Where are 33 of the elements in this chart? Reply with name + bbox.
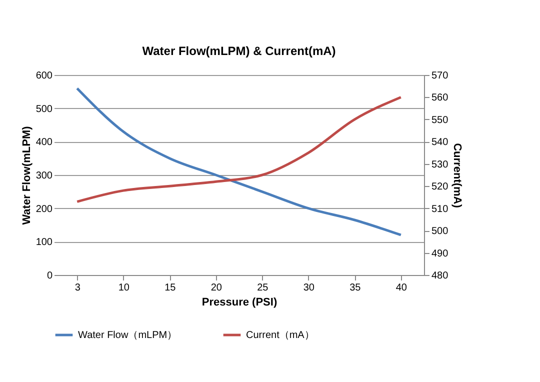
x-tick-label: 10: [118, 282, 130, 294]
y-tick-label: 200: [36, 204, 53, 215]
y2-axis-title: Current(mA): [451, 143, 464, 208]
x-tick-label: 40: [396, 282, 408, 294]
y2-tick-label: 550: [432, 114, 449, 126]
y-tick-label: 400: [36, 137, 53, 148]
y-tick-label: 100: [36, 237, 53, 248]
y2-tick-label: 570: [432, 70, 449, 82]
line-series: [76, 87, 402, 236]
y2-tick-label: 540: [432, 137, 449, 148]
x-tick-label: 15: [164, 282, 176, 294]
y-tick-label: 300: [36, 170, 53, 182]
x-tick-label: 3: [74, 282, 81, 294]
chart-title: Water Flow(mLPM) & Current(mA): [142, 44, 336, 58]
x-tick-label: 20: [210, 282, 222, 294]
y2-tick-label: 500: [432, 226, 449, 238]
y2-tick-label: 560: [432, 92, 449, 104]
legend-label: Current（mA）: [246, 330, 314, 341]
x-tick-label: 25: [257, 282, 269, 294]
x-axis-title: Pressure (PSI): [202, 296, 278, 308]
legend-label: Water Flow（mLPM）: [78, 330, 178, 341]
y2-tick-label: 530: [432, 159, 449, 170]
y-tick-label: 600: [36, 70, 53, 82]
x-tick-label: 30: [303, 282, 315, 294]
y2-tick-label: 510: [432, 204, 449, 215]
y2-tick-label: 480: [432, 270, 449, 282]
line-series: [76, 96, 402, 203]
y2-tick-label: 490: [432, 248, 449, 260]
y-tick-label: 500: [36, 104, 53, 115]
y2-tick-label: 520: [432, 182, 449, 193]
x-tick-label: 35: [350, 282, 362, 294]
y-tick-label: 0: [46, 270, 53, 282]
y-axis-title: Water Flow(mLPM): [20, 126, 33, 225]
